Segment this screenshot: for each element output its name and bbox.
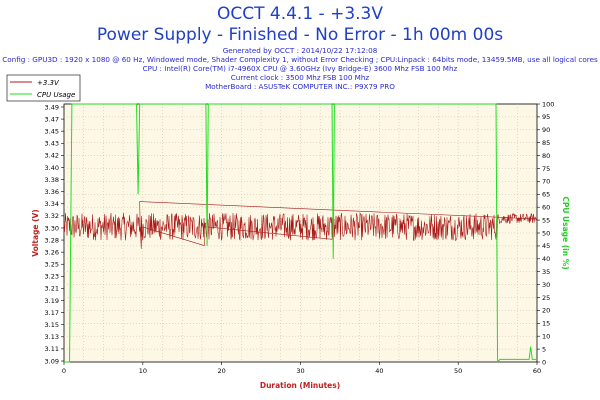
y-tick-label: 3.49 — [45, 103, 59, 111]
y-tick-label: 3.23 — [45, 273, 59, 281]
x-tick-label: 60 — [533, 367, 541, 375]
y2-tick-label: 15 — [542, 320, 550, 328]
y2-tick-label: 90 — [542, 126, 550, 134]
y-tick-label: 3.26 — [45, 248, 59, 256]
y-tick-label: 3.43 — [45, 140, 59, 148]
y2-tick-label: 20 — [542, 307, 550, 315]
y-tick-label: 3.38 — [45, 176, 59, 184]
y-tick-label: 3.45 — [45, 127, 59, 135]
legend-label-cpu: CPU Usage — [37, 91, 75, 99]
y-tick-label: 3.25 — [45, 261, 59, 269]
x-axis-label: Duration (Minutes) — [260, 381, 340, 390]
y-tick-label: 3.13 — [45, 333, 59, 341]
y2-tick-label: 0 — [542, 358, 546, 366]
y2-tick-label: 40 — [542, 255, 550, 263]
y2-tick-label: 75 — [542, 165, 550, 173]
y2-tick-label: 30 — [542, 281, 550, 289]
y2-tick-label: 80 — [542, 152, 550, 160]
y-tick-label: 3.11 — [45, 345, 59, 353]
x-tick-label: 0 — [62, 367, 66, 375]
y2-axis-label: CPU Usage (in %) — [561, 196, 570, 269]
chart-title: OCCT 4.4.1 - +3.3V — [216, 4, 383, 24]
info-config: Config : GPU3D : 1920 x 1080 @ 60 Hz, Wi… — [2, 55, 598, 64]
info-cpu: CPU : Intel(R) Core(TM) i7-4960X CPU @ 3… — [142, 64, 458, 73]
x-tick-label: 30 — [296, 367, 304, 375]
x-tick-label: 10 — [139, 367, 147, 375]
series-voltage-line — [63, 201, 538, 249]
y2-tick-label: 60 — [542, 204, 550, 212]
info-clock: Current clock : 3500 Mhz FSB 100 Mhz — [230, 73, 370, 82]
y2-tick-label: 100 — [542, 100, 554, 108]
y-tick-label: 3.19 — [45, 297, 59, 305]
x-tick-label: 40 — [375, 367, 383, 375]
y-tick-label: 3.47 — [45, 115, 59, 123]
info-generated: Generated by OCCT : 2014/10/22 17:12:08 — [222, 46, 378, 55]
y-axis-label: Voltage (V) — [31, 209, 40, 257]
y2-tick-label: 85 — [542, 139, 550, 147]
y2-tick-label: 35 — [542, 268, 550, 276]
y-tick-label: 3.09 — [45, 357, 59, 365]
y-tick-label: 3.36 — [45, 188, 59, 196]
info-motherboard: MotherBoard : ASUSTeK COMPUTER INC.: P9X… — [205, 82, 395, 91]
y-tick-label: 3.30 — [45, 224, 59, 232]
x-tick-label: 20 — [218, 367, 226, 375]
legend: +3.3V CPU Usage — [6, 74, 81, 102]
y-tick-label: 3.17 — [45, 309, 59, 317]
chart-subtitle: Power Supply - Finished - No Error - 1h … — [96, 25, 504, 45]
y2-tick-label: 5 — [542, 345, 546, 353]
series-group — [63, 103, 538, 364]
y-tick-label: 3.32 — [45, 212, 59, 220]
y-tick-label: 3.21 — [45, 285, 59, 293]
y-tick-label: 3.40 — [45, 164, 59, 172]
y-tick-label: 3.42 — [45, 152, 59, 160]
y2-tick-label: 65 — [542, 191, 550, 199]
y2-tick-label: 55 — [542, 216, 550, 224]
y2-tick-label: 25 — [542, 294, 550, 302]
y-tick-label: 3.28 — [45, 236, 59, 244]
y-tick-label: 3.15 — [45, 321, 59, 329]
ticks: 0 10 20 30 40 50 603.093.113.133.153.173.193.2… — [45, 100, 555, 375]
legend-label-voltage: +3.3V — [37, 79, 60, 87]
y2-tick-label: 70 — [542, 178, 550, 186]
legend-box — [6, 74, 81, 102]
y-tick-label: 3.34 — [45, 200, 59, 208]
y2-tick-label: 50 — [542, 229, 550, 237]
y2-tick-label: 45 — [542, 242, 550, 250]
series-cpu-line — [64, 103, 537, 364]
y2-tick-label: 95 — [542, 113, 550, 121]
y2-tick-label: 10 — [542, 333, 550, 341]
x-tick-label: 50 — [454, 367, 462, 375]
